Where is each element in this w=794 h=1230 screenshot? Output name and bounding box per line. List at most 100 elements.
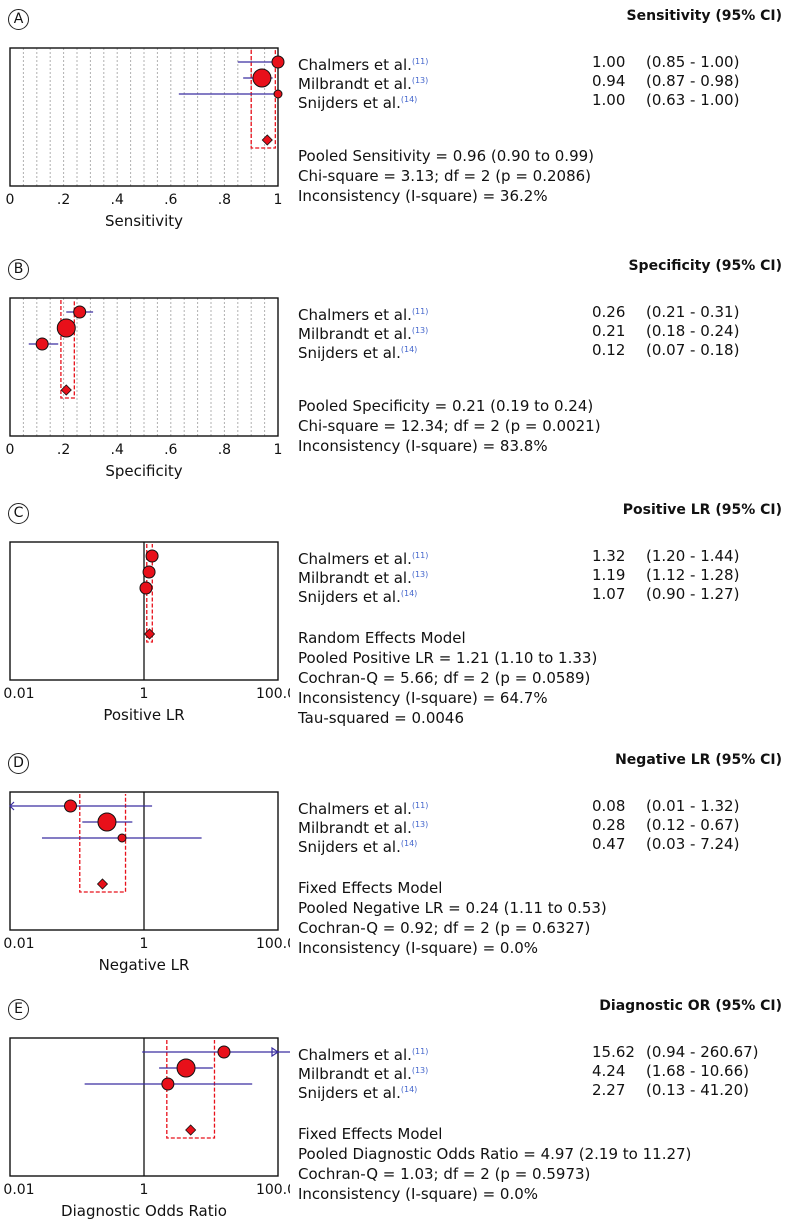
study-ci: (0.13 - 41.20) [646,1081,749,1099]
study-name: Snijders et al. [298,344,401,362]
study-name: Chalmers et al. [298,306,412,324]
x-axis-label: Diagnostic Odds Ratio [61,1202,227,1220]
summary-line: Inconsistency (I-square) = 0.0% [298,939,539,957]
reference-number: (11) [411,307,429,316]
summary-line: Inconsistency (I-square) = 0.0% [298,1185,539,1203]
study-marker [97,812,117,832]
tick-label: 0 [6,192,15,208]
study-value: 2.27 [592,1081,626,1099]
study-value: 1.07 [592,585,626,603]
summary-line: Inconsistency (I-square) = 64.7% [298,689,548,707]
summary-line: Inconsistency (I-square) = 83.8% [298,437,548,455]
study-name: Snijders et al. [298,838,401,856]
pooled-ci-bracket [250,50,276,149]
study-marker [217,1045,231,1059]
pooled-diamond [60,384,72,396]
ci-arrow-right [271,1046,280,1058]
study-marker [252,68,272,88]
reference-number: (14) [400,589,418,598]
reference-number: (11) [411,551,429,560]
pooled-ci-bracket [60,300,75,399]
reference-number: (13) [411,570,429,579]
study-ci: (0.03 - 7.24) [646,835,740,853]
plot-frame [9,297,279,437]
study-row: Chalmers et al.(11) [298,796,428,819]
summary-line: Fixed Effects Model [298,1125,443,1143]
summary-line: Chi-square = 3.13; df = 2 (p = 0.2086) [298,167,592,185]
study-value: 1.00 [592,53,626,71]
panel-header: Negative LR (95% CI) [615,752,782,768]
panel-header: Sensitivity (95% CI) [626,8,782,24]
forest-plot: 0.01 1 100.0 [3,791,290,952]
study-ci: (0.87 - 0.98) [646,72,740,90]
summary-line: Pooled Specificity = 0.21 (0.19 to 0.24) [298,397,594,415]
study-row: Milbrandt et al.(13) [298,815,428,838]
study-value: 15.62 [592,1043,635,1061]
tick-label: .8 [218,442,231,458]
panel-c: C Positive LR (95% CI) 0.01 1 100.0 Positive … [0,494,794,734]
study-value: 1.00 [592,91,626,109]
study-name: Milbrandt et al. [298,569,412,587]
tick-label: 0.01 [3,1182,34,1198]
study-ci: (0.85 - 1.00) [646,53,740,71]
summary-line: Pooled Diagnostic Odds Ratio = 4.97 (2.1… [298,1145,692,1163]
tick-label: .2 [57,192,70,208]
reference-number: (11) [411,57,429,66]
tick-label: .6 [164,192,177,208]
study-row: Milbrandt et al.(13) [298,565,428,588]
summary-line: Pooled Negative LR = 0.24 (1.11 to 0.53) [298,899,607,917]
reference-number: (14) [400,345,418,354]
panel-letter: C [8,503,29,524]
study-row: Chalmers et al.(11) [298,1042,428,1065]
study-name: Snijders et al. [298,94,401,112]
tick-label: 1 [140,1182,149,1198]
study-marker [64,799,78,813]
summary-line: Chi-square = 12.34; df = 2 (p = 0.0021) [298,417,601,435]
plot-frame [9,791,279,931]
tick-label: 100.0 [256,1182,290,1198]
pooled-diamond [96,878,109,890]
study-name: Snijders et al. [298,1084,401,1102]
reference-number: (13) [411,76,429,85]
study-marker [176,1058,196,1078]
forest-plot: 0 .2 .4 .6 .8 1 [6,297,283,458]
reference-number: (13) [411,326,429,335]
forest-plot: 0 .2 .4 .6 .8 1 [6,47,285,208]
pooled-diamond [261,134,273,146]
panel-letter: A [8,9,29,30]
summary-line: Fixed Effects Model [298,879,443,897]
study-name: Chalmers et al. [298,550,412,568]
study-ci: (0.63 - 1.00) [646,91,740,109]
reference-number: (11) [411,801,429,810]
study-row: Chalmers et al.(11) [298,52,428,75]
study-name: Milbrandt et al. [298,325,412,343]
tick-label: 100.0 [256,686,290,702]
study-value: 0.94 [592,72,626,90]
summary-line: Tau-squared = 0.0046 [298,709,465,727]
study-value: 0.08 [592,797,626,815]
tick-label: .8 [218,192,231,208]
summary-line: Cochran-Q = 0.92; df = 2 (p = 0.6327) [298,919,591,937]
x-axis-label: Specificity [105,462,183,480]
panel-letter: D [8,753,29,774]
tick-label: 1 [140,686,149,702]
study-row: Chalmers et al.(11) [298,302,428,325]
study-ci: (0.07 - 0.18) [646,341,740,359]
reference-number: (11) [411,1047,429,1056]
panel-d: D Negative LR (95% CI) 0.01 1 100.0 Negative … [0,744,794,984]
reference-number: (13) [411,820,429,829]
study-marker [142,565,156,579]
study-ci: (0.94 - 260.67) [646,1043,759,1061]
tick-label: 1 [274,442,283,458]
study-name: Milbrandt et al. [298,75,412,93]
summary-line: Pooled Sensitivity = 0.96 (0.90 to 0.99) [298,147,595,165]
study-ci: (1.12 - 1.28) [646,566,740,584]
reference-number: (13) [411,1066,429,1075]
study-marker [117,833,127,843]
study-value: 0.28 [592,816,626,834]
panel-header: Diagnostic OR (95% CI) [599,998,782,1014]
study-name: Milbrandt et al. [298,1065,412,1083]
pooled-ci-bracket [166,1040,216,1139]
study-ci: (1.20 - 1.44) [646,547,740,565]
reference-number: (14) [400,839,418,848]
